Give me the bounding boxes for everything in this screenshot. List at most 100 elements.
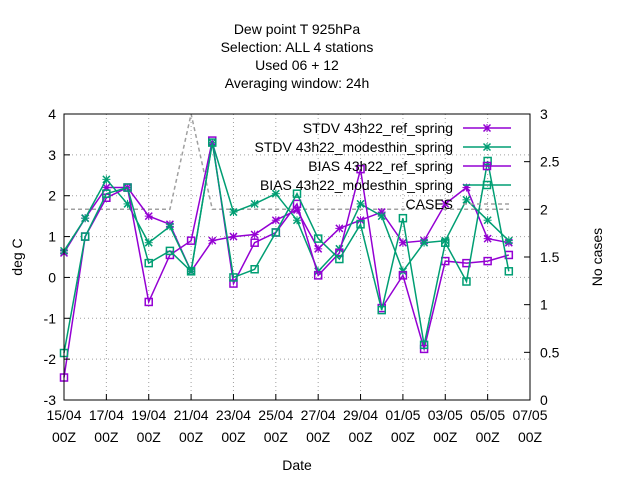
data-point-square	[441, 238, 450, 247]
x-tick-label-hour: 00Z	[221, 429, 246, 445]
y-axis-ticks: -3 -2 -1 0 1 2 3 4	[44, 106, 70, 408]
legend-label: BIAS 43h22_modesthin_spring	[260, 177, 453, 193]
data-point-square	[165, 246, 175, 256]
x-tick-label-date: 17/04	[89, 407, 124, 423]
x-tick-label-date: 15/04	[46, 407, 81, 423]
data-point-square	[398, 213, 408, 223]
data-point-x	[441, 236, 450, 245]
series-line	[63, 186, 509, 273]
data-point-x	[229, 208, 238, 217]
data-point-square	[186, 236, 196, 245]
legend-label: BIAS 43h22_ref_spring	[308, 158, 453, 174]
y-tick-label: 4	[48, 106, 56, 122]
data-point-x	[292, 216, 302, 225]
data-point-x	[420, 238, 429, 247]
data-point-square	[144, 297, 153, 307]
data-point-x	[356, 199, 365, 208]
series-line	[63, 140, 510, 378]
plot-frame	[63, 113, 531, 401]
y2-tick-label: 3	[540, 106, 548, 122]
data-point-square	[313, 234, 323, 243]
data-point-square	[250, 265, 259, 274]
x-tick-label-hour: 00Z	[179, 429, 204, 445]
y2-tick-label: 0	[540, 392, 548, 408]
title-line: Averaging window: 24h	[225, 75, 370, 91]
title-line: Dew point T 925hPa	[234, 21, 361, 37]
y2-axis-label: No cases	[589, 228, 605, 286]
data-point-x	[144, 238, 153, 247]
data-point-x	[377, 212, 386, 221]
data-point-square	[102, 189, 111, 198]
y-tick-label: -1	[44, 310, 57, 326]
data-point-square	[483, 156, 492, 166]
data-point-square	[144, 258, 153, 268]
data-point-x	[482, 123, 492, 133]
data-point-square	[186, 267, 196, 276]
x-tick-label-date: 01/05	[385, 407, 420, 423]
legend: STDV 43h22_ref_spring STDV 43h22_modesthi…	[255, 120, 511, 212]
y-tick-label: 0	[48, 269, 56, 285]
x-tick-label-hour: 00Z	[518, 429, 543, 445]
x-axis-ticks: 15/04 00Z 17/04 00Z 19/04 00Z 21/04 00Z 23/04 00Z…	[46, 394, 548, 445]
data-point-square	[483, 256, 492, 266]
title-line: Selection: ALL 4 stations	[221, 39, 374, 55]
y-tick-label: -3	[44, 392, 57, 408]
data-point-square	[482, 180, 492, 190]
x-tick-label-hour: 00Z	[94, 429, 119, 445]
data-point-square	[123, 183, 132, 192]
data-point-x	[271, 189, 280, 198]
data-point-x	[483, 216, 492, 225]
x-tick-label-hour: 00Z	[264, 429, 289, 445]
y-axis-label: deg C	[9, 238, 25, 275]
x-axis-label: Date	[282, 457, 312, 473]
x-tick-label-hour: 00Z	[476, 429, 501, 445]
series-3	[59, 138, 514, 358]
y2-tick-label: 1	[540, 297, 548, 313]
x-tick-label-hour: 00Z	[391, 429, 416, 445]
data-point-x	[504, 236, 513, 245]
data-point-square	[377, 305, 386, 315]
x-tick-label-hour: 00Z	[306, 429, 331, 445]
data-point-x	[483, 234, 492, 243]
data-point-square	[419, 340, 429, 350]
legend-label: STDV 43h22_ref_spring	[303, 120, 453, 136]
data-point-x	[208, 236, 217, 245]
data-point-x	[144, 212, 153, 221]
chart-grid	[63, 113, 531, 401]
legend-label: CASES	[406, 196, 453, 212]
y2-tick-label: 2	[540, 201, 548, 217]
data-point-square	[462, 277, 471, 286]
x-tick-label-hour: 00Z	[433, 429, 458, 445]
y-tick-label: -2	[44, 351, 57, 367]
y2-tick-label: 0.5	[540, 344, 560, 360]
data-point-square	[229, 279, 238, 288]
data-point-x	[314, 244, 323, 253]
legend-label: STDV 43h22_modesthin_spring	[255, 139, 453, 155]
data-point-square	[335, 254, 344, 264]
data-point-square	[80, 232, 90, 241]
y2-tick-label: 1.5	[540, 249, 560, 265]
y2-axis-ticks: 0 0.5 1 1.5 2 2.5 3	[524, 106, 560, 408]
data-point-square	[292, 199, 302, 209]
data-point-square	[356, 220, 365, 229]
data-point-x	[398, 238, 407, 247]
chart-series	[59, 113, 514, 382]
data-point-x	[229, 232, 238, 241]
x-tick-label-date: 19/04	[131, 407, 166, 423]
x-tick-label-date: 23/04	[216, 407, 251, 423]
chart-title: Dew point T 925hPa Selection: ALL 4 stati…	[221, 21, 374, 91]
data-point-x	[165, 222, 174, 231]
data-point-square	[271, 228, 281, 237]
x-tick-label-hour: 00Z	[348, 429, 373, 445]
data-point-x	[271, 216, 280, 225]
data-point-x	[482, 142, 492, 152]
data-point-x	[102, 175, 111, 184]
y2-tick-label: 2.5	[540, 154, 560, 170]
data-point-square	[250, 238, 259, 247]
data-point-x	[250, 199, 259, 208]
x-tick-label-date: 29/04	[343, 407, 378, 423]
x-tick-label-date: 25/04	[258, 407, 293, 423]
data-point-square	[504, 267, 514, 276]
data-point-x	[441, 199, 450, 208]
title-line: Used 06 + 12	[255, 57, 339, 73]
